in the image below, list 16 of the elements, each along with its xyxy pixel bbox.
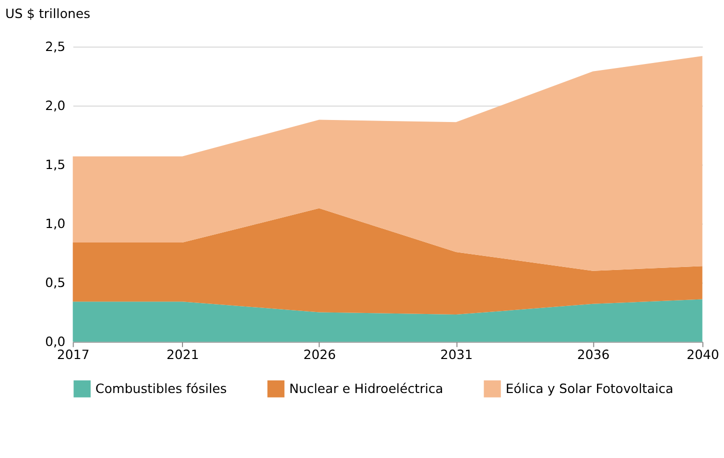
x-tick-label: 2036 <box>577 348 610 363</box>
y-tick-label: 0,5 <box>45 276 66 292</box>
y-tick-label: 1,5 <box>45 158 66 174</box>
y-tick-label: 0,0 <box>45 335 66 350</box>
legend-label: Eólica y Solar Fotovoltaica <box>506 382 674 397</box>
y-tick-label: 1,0 <box>45 217 66 232</box>
y-tick-label: 2,5 <box>45 40 66 56</box>
x-tick-label: 2021 <box>166 348 200 363</box>
x-tick-label: 2017 <box>57 348 90 363</box>
legend-label: Combustibles fósiles <box>95 382 228 397</box>
y-axis-title: US $ trillones <box>5 7 91 22</box>
x-tick-label: 2040 <box>686 348 720 363</box>
legend-label: Nuclear e Hidroeléctrica <box>289 382 444 397</box>
x-tick-label: 2031 <box>440 348 473 363</box>
y-tick-label: 2,0 <box>45 99 66 114</box>
x-tick-label: 2026 <box>303 348 336 363</box>
